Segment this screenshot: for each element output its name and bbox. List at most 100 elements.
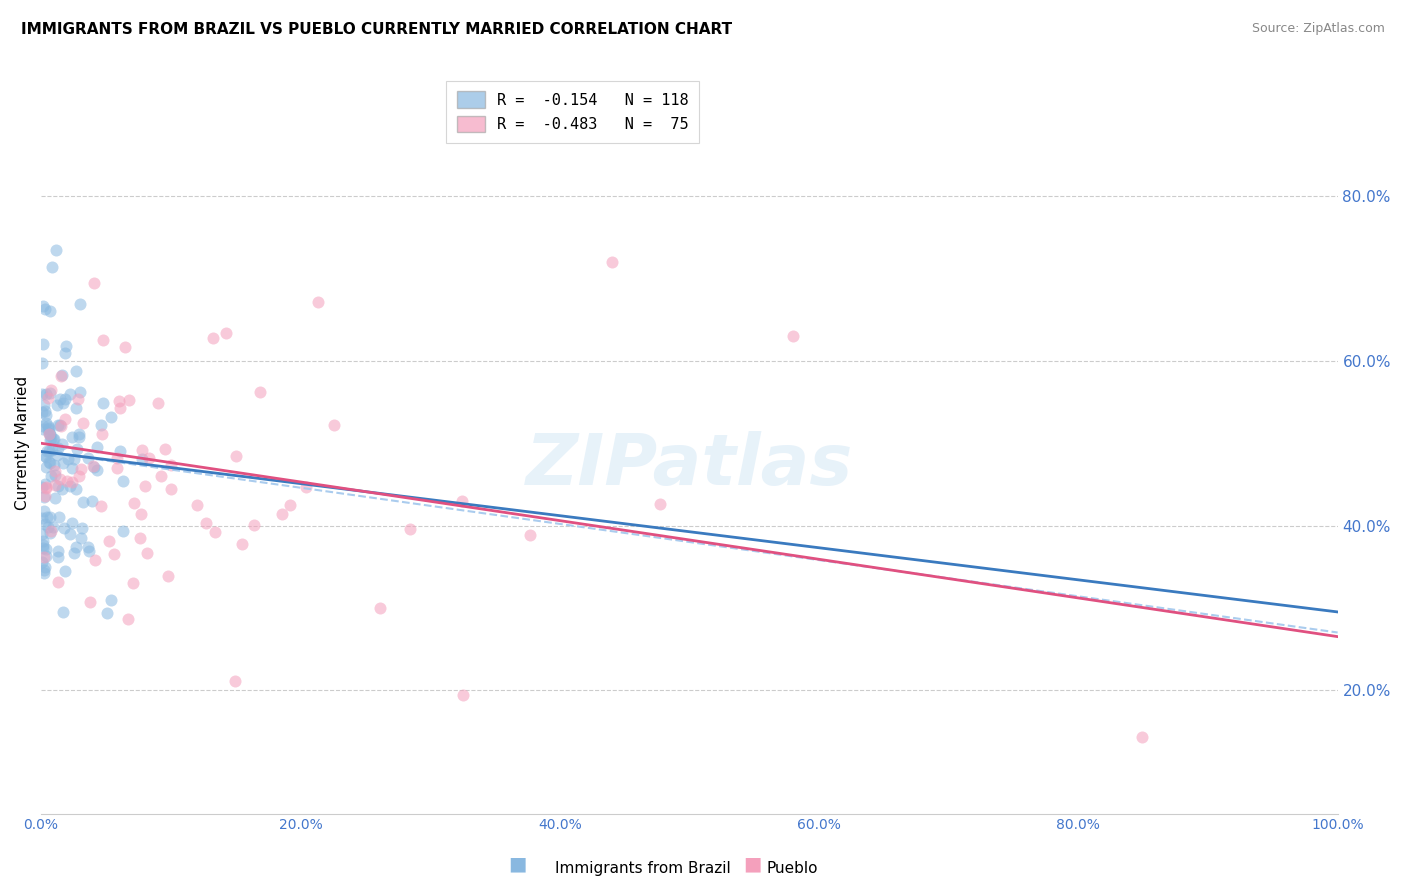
Point bbox=[96, 606, 118, 620]
Point bbox=[97, 534, 120, 549]
Point bbox=[215, 326, 238, 340]
Point bbox=[225, 450, 247, 464]
Point bbox=[86, 440, 108, 454]
Point bbox=[45, 243, 67, 257]
Point bbox=[451, 494, 474, 508]
Point bbox=[82, 459, 104, 474]
Point bbox=[69, 297, 91, 311]
Point bbox=[59, 386, 82, 401]
Point bbox=[32, 533, 55, 548]
Point bbox=[129, 507, 152, 521]
Point bbox=[100, 410, 122, 425]
Point bbox=[108, 401, 131, 416]
Point bbox=[69, 385, 91, 400]
Point bbox=[368, 601, 391, 615]
Point bbox=[51, 457, 73, 471]
Point bbox=[322, 417, 344, 432]
Point bbox=[65, 363, 87, 377]
Point bbox=[44, 477, 66, 491]
Point bbox=[69, 531, 91, 545]
Point bbox=[77, 451, 100, 466]
Point bbox=[46, 544, 69, 558]
Point bbox=[160, 458, 183, 473]
Legend: R =  -0.154   N = 118, R =  -0.483   N =  75: R = -0.154 N = 118, R = -0.483 N = 75 bbox=[446, 80, 699, 143]
Point bbox=[782, 329, 804, 343]
Point bbox=[224, 673, 246, 688]
Point bbox=[32, 550, 55, 565]
Point bbox=[35, 480, 58, 494]
Point bbox=[90, 499, 112, 513]
Point bbox=[44, 491, 66, 505]
Point bbox=[86, 463, 108, 477]
Point bbox=[48, 441, 70, 455]
Point bbox=[31, 405, 53, 419]
Point bbox=[60, 461, 83, 475]
Point bbox=[35, 481, 58, 495]
Point bbox=[35, 416, 58, 430]
Point bbox=[67, 429, 90, 443]
Point bbox=[32, 299, 55, 313]
Point bbox=[60, 516, 83, 531]
Point bbox=[91, 333, 114, 347]
Point bbox=[84, 553, 107, 567]
Point bbox=[249, 385, 271, 400]
Point bbox=[48, 392, 70, 407]
Text: Pueblo: Pueblo bbox=[766, 861, 818, 876]
Point bbox=[31, 510, 53, 524]
Point bbox=[56, 452, 79, 467]
Point bbox=[35, 450, 58, 465]
Point bbox=[44, 467, 66, 482]
Point bbox=[399, 522, 422, 536]
Point bbox=[1130, 730, 1153, 744]
Point bbox=[53, 412, 76, 426]
Point bbox=[35, 459, 58, 474]
Point bbox=[35, 542, 58, 557]
Point bbox=[38, 426, 60, 441]
Point bbox=[63, 451, 86, 466]
Point bbox=[153, 442, 176, 456]
Point bbox=[600, 255, 623, 269]
Point bbox=[63, 546, 86, 560]
Point bbox=[32, 490, 55, 504]
Point bbox=[53, 565, 76, 579]
Point bbox=[107, 450, 129, 465]
Point bbox=[243, 517, 266, 532]
Point bbox=[32, 566, 55, 580]
Point bbox=[32, 541, 55, 556]
Point bbox=[32, 504, 55, 518]
Point bbox=[38, 510, 60, 524]
Point bbox=[38, 421, 60, 435]
Point bbox=[77, 544, 100, 558]
Point bbox=[67, 468, 90, 483]
Point bbox=[278, 498, 301, 512]
Point bbox=[34, 403, 56, 417]
Point bbox=[38, 428, 60, 442]
Point bbox=[202, 331, 225, 345]
Point bbox=[60, 430, 83, 444]
Point bbox=[131, 443, 153, 458]
Point bbox=[65, 482, 87, 496]
Point bbox=[32, 563, 55, 577]
Point bbox=[72, 521, 94, 535]
Point bbox=[157, 569, 180, 583]
Point bbox=[160, 482, 183, 496]
Y-axis label: Currently Married: Currently Married bbox=[15, 376, 30, 510]
Point bbox=[44, 464, 66, 478]
Point bbox=[35, 549, 58, 564]
Point bbox=[146, 396, 169, 410]
Point bbox=[108, 444, 131, 458]
Point bbox=[44, 432, 66, 446]
Point bbox=[79, 594, 101, 608]
Point bbox=[118, 392, 141, 407]
Point bbox=[650, 497, 672, 511]
Text: ZIPatlas: ZIPatlas bbox=[526, 431, 853, 500]
Point bbox=[31, 356, 53, 370]
Point bbox=[35, 408, 58, 422]
Point bbox=[53, 346, 76, 360]
Point bbox=[31, 555, 53, 569]
Point bbox=[31, 527, 53, 541]
Point bbox=[39, 384, 62, 398]
Point bbox=[42, 458, 65, 472]
Point bbox=[70, 462, 93, 476]
Point bbox=[108, 393, 131, 408]
